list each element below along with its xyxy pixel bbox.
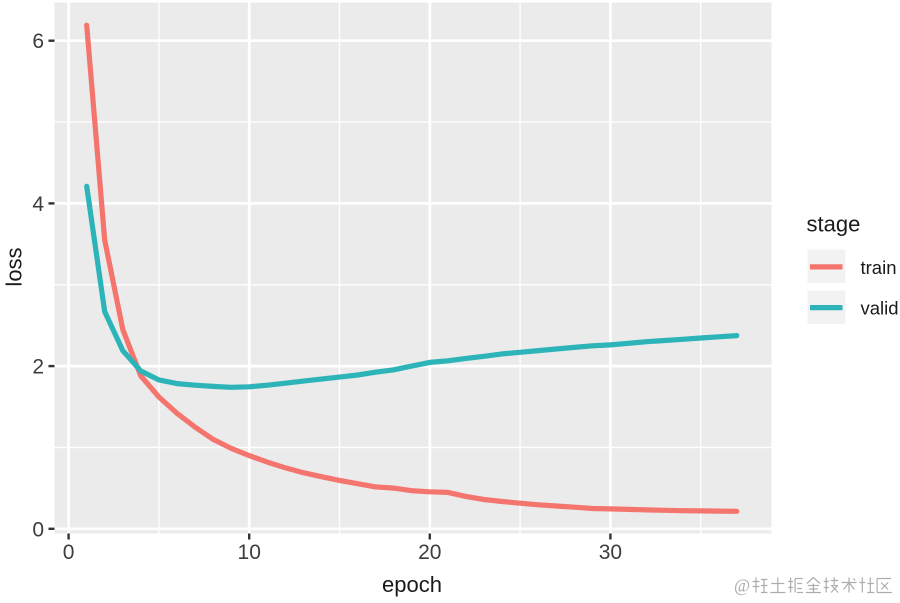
svg-text:epoch: epoch [382,572,442,597]
svg-text:2: 2 [32,356,44,379]
svg-text:valid: valid [861,297,899,318]
svg-text:train: train [861,257,897,278]
svg-text:loss: loss [2,247,27,286]
svg-text:stage: stage [807,212,861,237]
svg-text:@: @ [734,576,750,596]
svg-text:6: 6 [32,30,44,53]
svg-text:30: 30 [599,541,622,564]
svg-text:10: 10 [238,541,261,564]
svg-text:20: 20 [418,541,441,564]
svg-text:0: 0 [32,518,44,541]
svg-text:4: 4 [32,193,44,216]
svg-text:0: 0 [63,541,75,564]
